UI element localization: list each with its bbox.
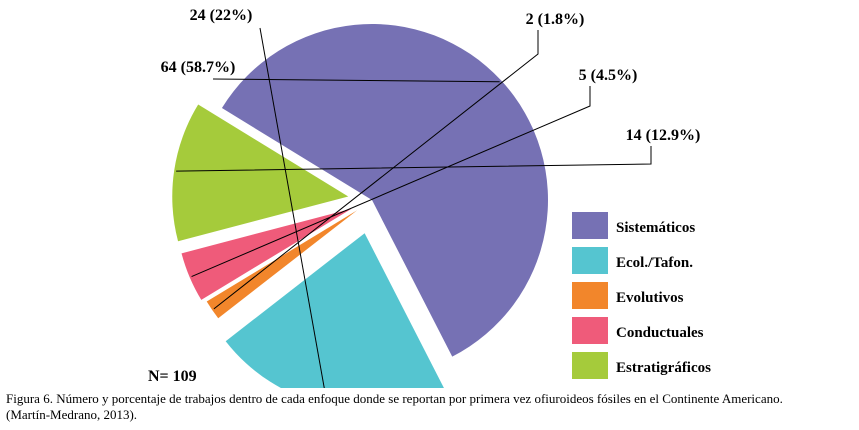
leader-line-3	[191, 86, 591, 278]
pie-slices	[172, 23, 549, 388]
data-label-2: 2 (1.8%)	[526, 11, 585, 28]
caption-line-1: Figura 6. Número y porcentaje de trabajo…	[6, 391, 783, 406]
leader-line-1	[259, 27, 325, 388]
legend-label-2: Evolutivos	[616, 290, 684, 306]
legend-swatch-3	[572, 317, 608, 344]
pie-slice-ecol-tafon-	[225, 233, 444, 388]
pie-chart: 64 (58.7%) 24 (22%) 2 (1.8%) 5 (4.5%) 14 (12…	[148, 7, 711, 388]
sample-size-annotation: N= 109	[148, 368, 197, 385]
pie-slice-estratigr-ficos	[172, 104, 349, 242]
leader-line-2	[213, 30, 539, 310]
legend-swatch-1	[572, 247, 608, 274]
leader-line-4	[176, 146, 652, 172]
data-label-4: 14 (12.9%)	[626, 127, 701, 144]
legend-label-1: Ecol./Tafon.	[616, 255, 693, 271]
data-labels: 64 (58.7%) 24 (22%) 2 (1.8%) 5 (4.5%) 14 (12…	[161, 7, 701, 144]
legend-swatch-2	[572, 282, 608, 309]
leader-line-0	[212, 78, 500, 83]
data-label-1: 24 (22%)	[190, 7, 253, 24]
legend-label-4: Estratigráficos	[616, 360, 711, 376]
pie-slice-evolutivos	[206, 210, 358, 319]
caption-line-2: (Martín-Medrano, 2013).	[6, 407, 138, 422]
legend-swatch-0	[572, 212, 608, 239]
leader-lines	[176, 27, 652, 388]
legend-label-0: Sistemáticos	[616, 220, 695, 236]
pie-slice-conductuales	[181, 208, 352, 300]
legend: Sistemáticos Ecol./Tafon. Evolutivos Conduc…	[572, 212, 711, 379]
figure-caption: Figura 6. Número y porcentaje de trabajo…	[6, 391, 856, 423]
legend-swatch-4	[572, 352, 608, 379]
data-label-0: 64 (58.7%)	[161, 59, 236, 76]
data-label-3: 5 (4.5%)	[579, 67, 638, 84]
legend-label-3: Conductuales	[616, 325, 704, 341]
pie-slice-sistem-ticos	[221, 23, 549, 357]
